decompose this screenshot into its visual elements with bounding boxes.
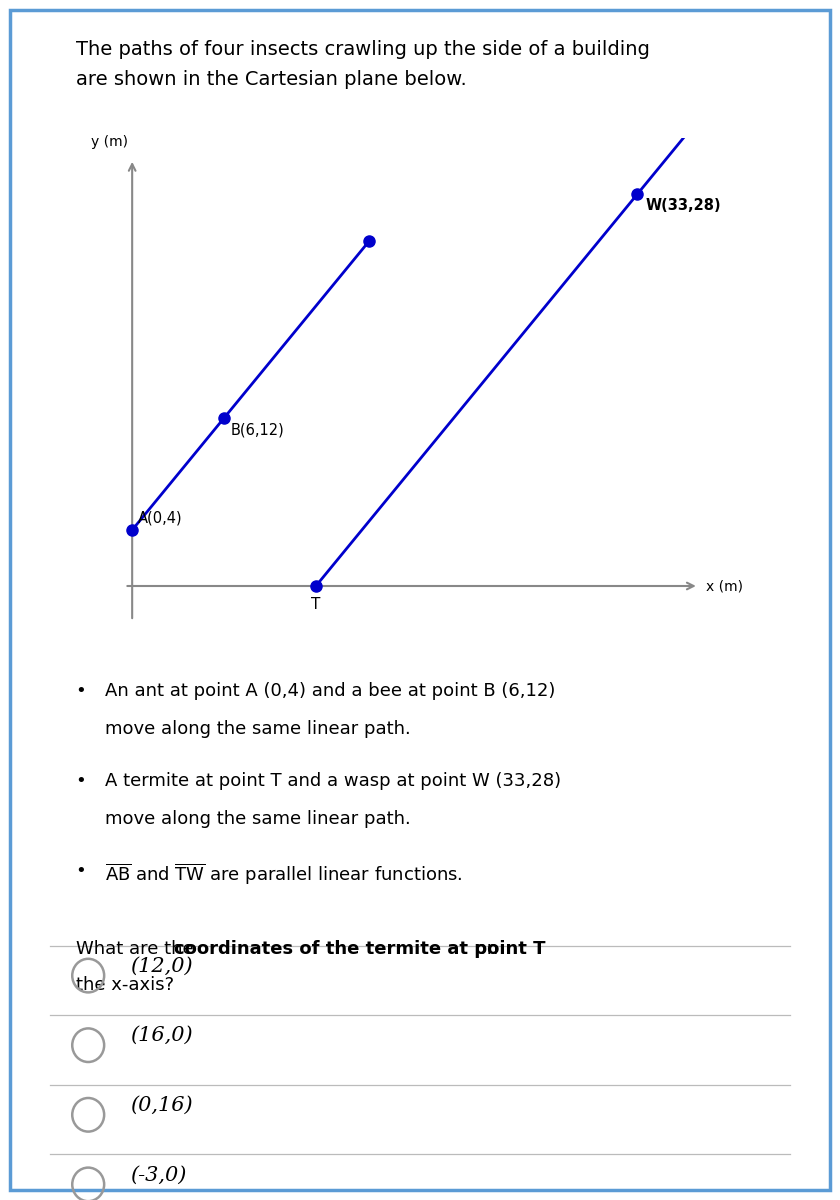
Text: (16,0): (16,0) — [130, 1026, 193, 1045]
Text: W(33,28): W(33,28) — [645, 198, 721, 214]
Text: y (m): y (m) — [91, 136, 128, 149]
Text: •: • — [76, 772, 87, 790]
Text: •: • — [76, 682, 87, 700]
Text: B(6,12): B(6,12) — [230, 422, 284, 437]
Text: The paths of four insects crawling up the side of a building: The paths of four insects crawling up th… — [76, 40, 649, 59]
Text: move along the same linear path.: move along the same linear path. — [105, 720, 411, 738]
Text: (-3,0): (-3,0) — [130, 1165, 186, 1184]
Text: T: T — [311, 598, 321, 612]
Text: A termite at point T and a wasp at point W (33, 28): A termite at point T and a wasp at point… — [105, 772, 561, 790]
Text: What are the: What are the — [76, 940, 199, 958]
Text: x (m): x (m) — [706, 578, 743, 593]
Text: $\overline{\rm AB}$ and $\overline{\rm TW}$ are parallel linear functions.: $\overline{\rm AB}$ and $\overline{\rm T… — [105, 862, 463, 887]
Text: on: on — [470, 940, 498, 958]
Text: An ant at point A (0,4) and a bee at point B (6,12): An ant at point A (0,4) and a bee at poi… — [105, 682, 555, 700]
Text: coordinates of the termite at point T: coordinates of the termite at point T — [175, 940, 546, 958]
Text: (12,0): (12,0) — [130, 956, 193, 976]
Text: (0,16): (0,16) — [130, 1096, 193, 1115]
Text: are shown in the Cartesian plane below.: are shown in the Cartesian plane below. — [76, 70, 466, 89]
Text: A(0,4): A(0,4) — [139, 511, 183, 526]
Text: move along the same linear path.: move along the same linear path. — [105, 810, 411, 828]
Text: •: • — [76, 862, 87, 880]
Text: the x-axis?: the x-axis? — [76, 976, 174, 994]
